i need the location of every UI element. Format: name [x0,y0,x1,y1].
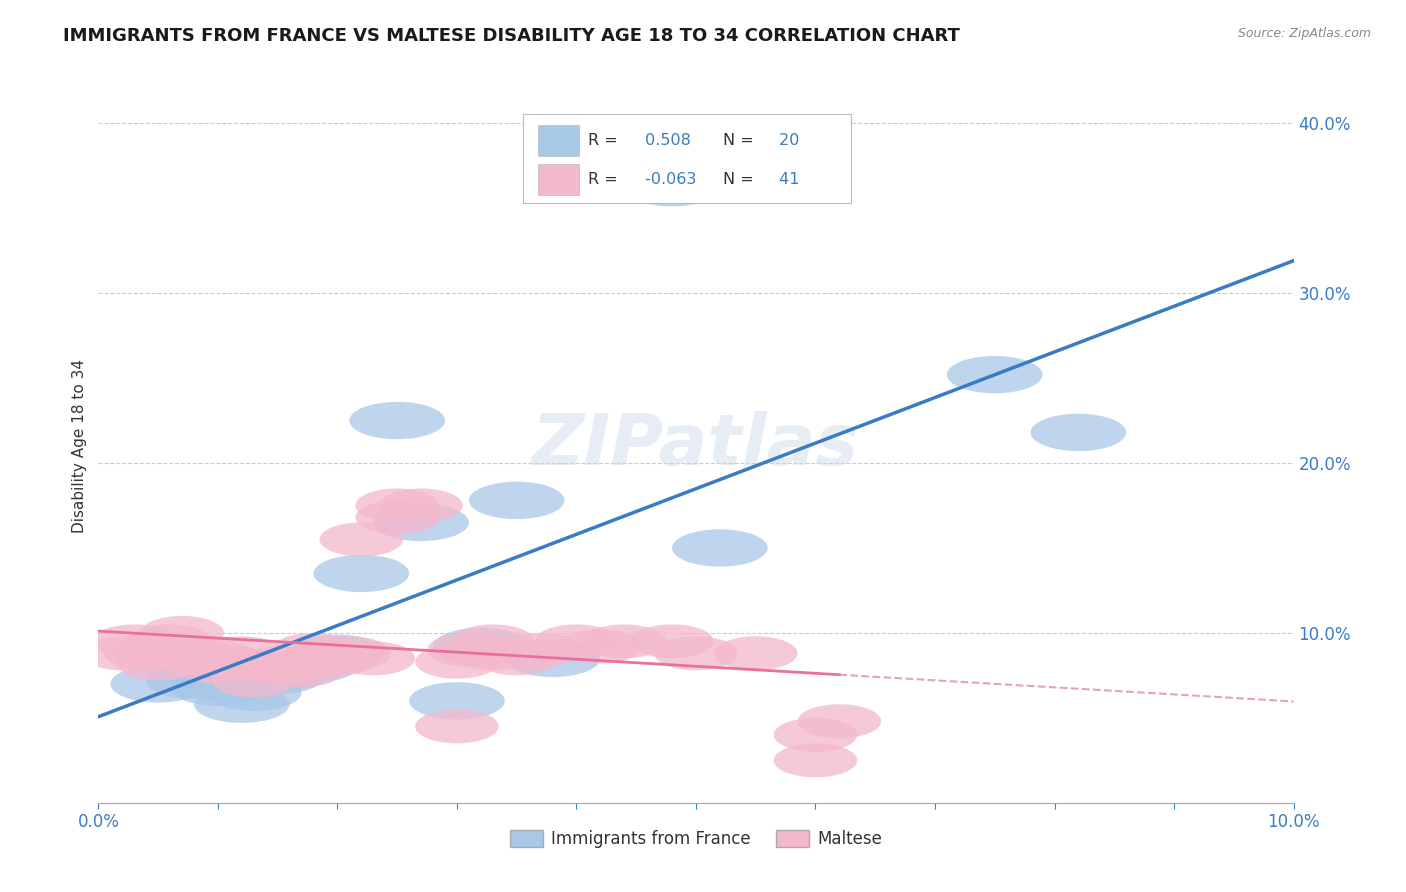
Ellipse shape [200,636,284,670]
Ellipse shape [773,743,858,777]
Ellipse shape [260,653,343,687]
Ellipse shape [93,624,176,658]
Ellipse shape [176,650,260,684]
Ellipse shape [374,504,470,541]
Ellipse shape [231,657,326,694]
Y-axis label: Disability Age 18 to 34: Disability Age 18 to 34 [72,359,87,533]
Text: 20: 20 [773,133,799,148]
Text: 0.508: 0.508 [640,133,690,148]
Ellipse shape [415,645,499,679]
Ellipse shape [271,633,356,667]
Text: R =: R = [589,172,623,186]
FancyBboxPatch shape [538,163,579,195]
Ellipse shape [415,709,499,743]
Ellipse shape [582,624,666,658]
Ellipse shape [146,662,242,699]
FancyBboxPatch shape [523,114,852,203]
Text: N =: N = [724,172,759,186]
Ellipse shape [714,636,797,670]
Ellipse shape [356,500,439,534]
Ellipse shape [797,705,882,739]
Ellipse shape [207,673,302,711]
Ellipse shape [128,624,212,658]
Ellipse shape [332,641,415,675]
Ellipse shape [284,641,367,675]
Ellipse shape [212,664,295,698]
Ellipse shape [773,718,858,752]
Ellipse shape [380,489,463,523]
Ellipse shape [505,640,600,677]
Ellipse shape [427,633,510,667]
Ellipse shape [141,615,224,650]
Ellipse shape [672,529,768,566]
Ellipse shape [104,636,188,670]
Text: N =: N = [724,133,759,148]
Ellipse shape [170,669,266,706]
Ellipse shape [152,641,236,675]
Ellipse shape [80,636,165,670]
Ellipse shape [224,650,308,684]
Ellipse shape [409,682,505,720]
Ellipse shape [350,401,446,439]
Text: IMMIGRANTS FROM FRANCE VS MALTESE DISABILITY AGE 18 TO 34 CORRELATION CHART: IMMIGRANTS FROM FRANCE VS MALTESE DISABI… [63,27,960,45]
Ellipse shape [475,641,558,675]
Ellipse shape [236,647,319,681]
Ellipse shape [194,686,290,723]
Ellipse shape [948,356,1043,393]
Ellipse shape [314,555,409,592]
Ellipse shape [356,489,439,523]
Text: ZIPatlas: ZIPatlas [533,411,859,481]
Ellipse shape [433,628,529,665]
Text: Source: ZipAtlas.com: Source: ZipAtlas.com [1237,27,1371,40]
Ellipse shape [451,636,534,670]
Ellipse shape [630,624,714,658]
Ellipse shape [295,641,380,675]
FancyBboxPatch shape [538,125,579,156]
Ellipse shape [534,624,619,658]
Ellipse shape [247,650,332,684]
Ellipse shape [308,636,391,670]
Ellipse shape [111,665,207,703]
Ellipse shape [470,482,565,519]
Ellipse shape [319,523,404,557]
Ellipse shape [1031,414,1126,451]
Ellipse shape [188,645,271,679]
Ellipse shape [165,636,247,670]
Ellipse shape [624,169,720,206]
Text: -0.063: -0.063 [640,172,696,186]
Text: R =: R = [589,133,623,148]
Ellipse shape [558,630,643,664]
Ellipse shape [654,636,738,670]
Text: 41: 41 [773,172,799,186]
Ellipse shape [117,647,200,681]
Legend: Immigrants from France, Maltese: Immigrants from France, Maltese [503,823,889,855]
Ellipse shape [242,651,337,689]
Ellipse shape [290,634,385,672]
Ellipse shape [499,633,582,667]
Ellipse shape [451,624,534,658]
Ellipse shape [266,645,361,682]
